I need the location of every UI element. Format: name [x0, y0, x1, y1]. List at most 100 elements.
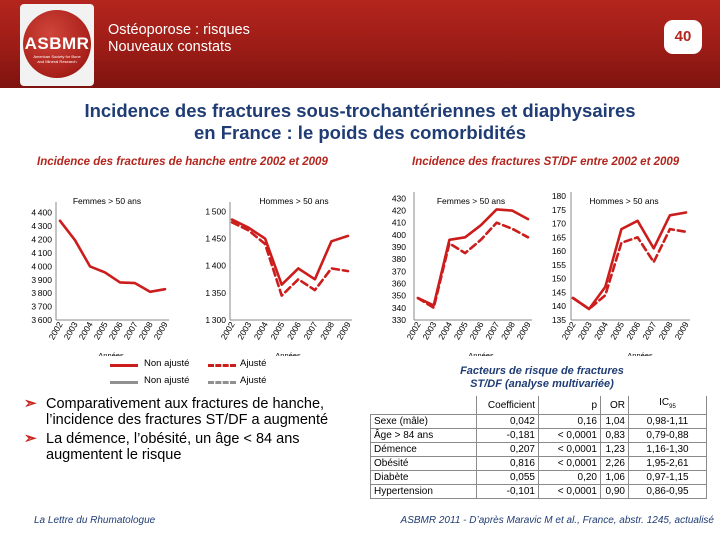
- legend-dashed-grey-line: [208, 381, 236, 384]
- risk-table-header-ic: IC95: [628, 396, 707, 415]
- table-row: Obésité 0,816 < 0,0001 2,26 1,95-2,61: [370, 456, 707, 471]
- chart-subtitle: Femmes > 50 ans: [437, 196, 505, 206]
- cell-label: Hypertension: [370, 484, 477, 499]
- y-tick-label: 145: [552, 287, 566, 297]
- cell-coef: 0,042: [476, 414, 539, 429]
- x-tick-label: 2007: [301, 320, 319, 342]
- series-line-non-ajuste: [230, 218, 350, 286]
- y-tick-label: 175: [552, 205, 566, 215]
- cell-label: Sexe (mâle): [370, 414, 477, 429]
- x-tick-label: 2003: [420, 320, 438, 342]
- logo-text: ASBMR: [24, 34, 90, 53]
- cell-ic: 0,79-0,88: [628, 428, 707, 443]
- y-tick-label: 1 350: [205, 288, 226, 298]
- x-tick-label: 2007: [483, 320, 501, 342]
- cell-label: Diabète: [370, 470, 477, 485]
- risk-table-corner: [370, 396, 477, 415]
- series-line-non-ajuste: [571, 211, 688, 311]
- legend-solid-red-line: [110, 364, 138, 367]
- cell-or: 1,04: [600, 414, 629, 429]
- y-tick-label: 350: [392, 291, 406, 301]
- logo-subtext: American Society for Bone and Mineral Re…: [33, 54, 81, 64]
- cell-label: Obésité: [370, 456, 477, 471]
- x-axis-label: Années: [98, 351, 124, 356]
- chart-legend: Non ajusté Ajusté Non ajusté Ajusté: [110, 356, 310, 392]
- x-axis-label: Années: [275, 351, 301, 356]
- legend-solid-grey-line: [110, 381, 138, 384]
- legend-non-ajuste-label: Non ajusté: [144, 358, 190, 369]
- table-row: Diabète 0,055 0,20 1,06 0,97-1,15: [370, 470, 707, 485]
- x-tick-label: 2007: [640, 320, 658, 342]
- x-tick-label: 2007: [122, 320, 140, 342]
- y-tick-label: 4 300: [31, 221, 52, 231]
- risk-table-title-line2: ST/DF (analyse multivariée): [470, 378, 614, 390]
- x-tick-label: 2009: [515, 320, 533, 342]
- table-row: Démence 0,207 < 0,0001 1,23 1,16-1,30: [370, 442, 707, 457]
- x-tick-label: 2005: [268, 320, 286, 342]
- x-tick-label: 2005: [608, 320, 626, 342]
- cell-ic: 1,95-2,61: [628, 456, 707, 471]
- y-tick-label: 170: [552, 219, 566, 229]
- x-tick-label: 2008: [137, 320, 155, 342]
- y-tick-label: 4 200: [31, 235, 52, 245]
- x-tick-label: 2009: [673, 320, 691, 342]
- y-tick-label: 3 800: [31, 288, 52, 298]
- y-tick-label: 3 900: [31, 275, 52, 285]
- legend-non-ajuste-label-2: Non ajusté: [144, 375, 190, 386]
- y-tick-label: 400: [392, 230, 406, 240]
- cell-or: 1,23: [600, 442, 629, 457]
- x-tick-label: 2008: [656, 320, 674, 342]
- cell-ic: 0,86-0,95: [628, 484, 707, 499]
- x-tick-label: 2008: [499, 320, 517, 342]
- legend-ajuste-label-2: Ajusté: [240, 375, 267, 386]
- risk-table-title-line1: Facteurs de risque de fractures: [460, 365, 624, 377]
- cell-p: < 0,0001: [538, 428, 601, 443]
- x-tick-label: 2005: [452, 320, 470, 342]
- slide-title: Incidence des fractures sous-trochantéri…: [0, 100, 720, 144]
- cell-p: < 0,0001: [538, 484, 601, 499]
- x-tick-label: 2003: [576, 320, 594, 342]
- x-tick-label: 2008: [318, 320, 336, 342]
- cell-label: Âge > 84 ans: [370, 428, 477, 443]
- header-bar: ASBMR American Society for Bone and Mine…: [0, 0, 720, 88]
- stdf-chart-group-title: Incidence des fractures ST/DF entre 2002…: [412, 156, 680, 168]
- slide-title-line1: Incidence des fractures sous-trochantéri…: [84, 100, 636, 121]
- cell-or: 1,06: [600, 470, 629, 485]
- risk-table-header-coef: Coefficient: [476, 396, 539, 415]
- y-tick-label: 420: [392, 206, 406, 216]
- series-line-ajuste: [230, 220, 350, 297]
- x-axis-label: Années: [468, 351, 494, 356]
- x-tick-label: 2004: [77, 320, 95, 342]
- ic-subscript: 95: [669, 404, 676, 410]
- cell-or: 0,83: [600, 428, 629, 443]
- bullet-item: ➣ La démence, l’obésité, un âge < 84 ans…: [24, 430, 356, 464]
- x-tick-label: 2002: [405, 320, 423, 342]
- footer-source: La Lettre du Rhumatologue: [34, 515, 156, 526]
- table-row: Sexe (mâle) 0,042 0,16 1,04 0,98-1,11: [370, 414, 707, 429]
- x-tick-label: 2004: [436, 320, 454, 342]
- y-tick-label: 180: [552, 191, 566, 201]
- x-tick-label: 2004: [592, 320, 610, 342]
- y-tick-label: 150: [552, 274, 566, 284]
- asbmr-logo: ASBMR American Society for Bone and Mine…: [20, 4, 94, 86]
- arrow-right-circle-icon: ➣: [24, 430, 37, 447]
- y-tick-label: 160: [552, 246, 566, 256]
- y-tick-label: 380: [392, 254, 406, 264]
- y-tick-label: 4 400: [31, 208, 52, 218]
- cell-coef: -0,101: [476, 484, 539, 499]
- y-tick-label: 1 500: [205, 206, 226, 216]
- x-tick-label: 2003: [235, 320, 253, 342]
- x-tick-label: 2006: [624, 320, 642, 342]
- cell-p: 0,20: [538, 470, 601, 485]
- y-tick-label: 4 000: [31, 261, 52, 271]
- y-tick-label: 165: [552, 232, 566, 242]
- series-line-non-ajuste: [416, 208, 530, 307]
- cell-coef: -0,181: [476, 428, 539, 443]
- slide-title-line2: en France : le poids des comorbidités: [193, 122, 527, 143]
- y-tick-label: 3 700: [31, 302, 52, 312]
- y-tick-label: 1 300: [205, 315, 226, 325]
- chart-subtitle: Hommes > 50 ans: [589, 196, 658, 206]
- cell-or: 2,26: [600, 456, 629, 471]
- cell-p: < 0,0001: [538, 456, 601, 471]
- cell-coef: 0,055: [476, 470, 539, 485]
